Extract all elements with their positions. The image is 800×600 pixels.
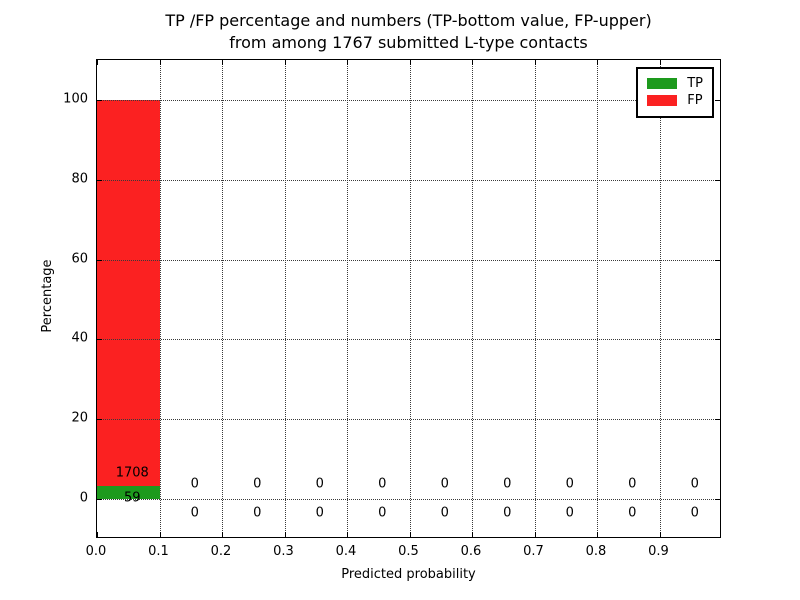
v-gridline (409, 60, 411, 537)
chart-title-line2: from among 1767 submitted L-type contact… (229, 33, 588, 52)
v-gridline (222, 60, 223, 537)
x-tick-label: 0.6 (460, 544, 482, 559)
y-axis-label: Percentage (40, 259, 55, 333)
h-gridline (97, 419, 720, 421)
h-gridline (97, 339, 720, 341)
legend-entry-fp: FP (647, 93, 703, 108)
fp-count-label: 0 (440, 476, 449, 492)
y-tickmark-right (715, 259, 720, 261)
tp-count-label: 0 (628, 505, 637, 521)
y-tick-label: 0 (79, 490, 88, 506)
x-tickmark-top (534, 60, 536, 65)
v-gridline (534, 60, 536, 537)
v-gridline (159, 60, 161, 537)
v-gridline (597, 60, 598, 537)
fp-count-label: 0 (503, 476, 512, 492)
fp-count-label: 0 (190, 476, 199, 492)
x-tickmark-bottom (409, 532, 411, 537)
legend-label: FP (687, 93, 703, 108)
x-tickmark-bottom (222, 532, 223, 537)
x-tickmark-top (597, 60, 598, 65)
tp-count-label: 0 (378, 505, 387, 521)
x-tickmark-top (409, 60, 411, 65)
x-tick-label: 0.1 (148, 544, 169, 559)
tp-count-label: 59 (123, 490, 141, 506)
bar-segment-fp (97, 99, 160, 486)
y-tick-label: 40 (71, 330, 88, 346)
tp-count-label: 0 (690, 505, 699, 521)
y-tickmark-left (97, 99, 102, 101)
y-tick-label: 60 (71, 251, 88, 267)
tp-count-label: 0 (253, 505, 262, 521)
chart-title: TP /FP percentage and numbers (TP-bottom… (96, 10, 721, 54)
v-gridline (472, 60, 473, 537)
fp-count-label: 0 (378, 476, 387, 492)
legend-swatch-fp (647, 95, 678, 106)
y-tickmark-right (715, 499, 720, 501)
x-tickmark-top (97, 60, 98, 65)
legend: TP FP (636, 67, 714, 118)
legend-swatch-tp (647, 78, 678, 89)
h-gridline (97, 99, 720, 101)
x-tickmark-bottom (284, 532, 286, 537)
x-tick-label: 0.9 (648, 544, 669, 559)
y-tickmark-right (715, 339, 720, 341)
x-tickmark-bottom (597, 532, 598, 537)
x-tickmark-bottom (97, 532, 98, 537)
fp-count-label: 0 (315, 476, 324, 492)
legend-entry-tp: TP (647, 76, 703, 91)
tp-count-label: 0 (190, 505, 199, 521)
bar-segment-tp (97, 485, 160, 500)
x-tickmark-bottom (347, 532, 348, 537)
h-gridline (97, 499, 720, 501)
x-tickmark-bottom (659, 532, 661, 537)
h-gridline (97, 179, 720, 181)
x-tickmark-bottom (534, 532, 536, 537)
y-tick-label: 80 (71, 171, 88, 187)
y-tickmark-left (97, 499, 102, 501)
y-tickmark-left (97, 419, 102, 421)
x-tickmark-top (284, 60, 286, 65)
tp-count-label: 0 (440, 505, 449, 521)
y-tickmark-left (97, 259, 102, 261)
tp-count-label: 0 (315, 505, 324, 521)
legend-label: TP (687, 76, 703, 91)
x-tickmark-bottom (159, 532, 161, 537)
fp-count-label: 0 (628, 476, 637, 492)
y-tickmark-left (97, 179, 102, 181)
x-tick-label: 0.8 (585, 544, 607, 559)
y-tickmark-right (715, 419, 720, 421)
plot-area: TP FP 1708 59 0 0 0 0 0 0 0 0 0 0 0 0 0 0 0 0 0 0 (96, 59, 721, 538)
y-tickmark-right (715, 179, 720, 181)
x-tickmark-top (222, 60, 223, 65)
x-tickmark-top (659, 60, 661, 65)
y-tick-label: 20 (71, 410, 88, 426)
tp-count-label: 0 (503, 505, 512, 521)
x-tick-label: 0.7 (523, 544, 544, 559)
tp-count-label: 0 (565, 505, 574, 521)
fp-count-label: 0 (565, 476, 574, 492)
v-gridline (284, 60, 286, 537)
x-axis-label: Predicted probability (341, 567, 476, 582)
x-tickmark-top (347, 60, 348, 65)
y-tickmark-left (97, 339, 102, 341)
x-tick-label: 0.2 (210, 544, 232, 559)
v-gridline (347, 60, 348, 537)
x-tick-label: 0.3 (273, 544, 294, 559)
x-tickmark-bottom (472, 532, 473, 537)
x-tick-label: 0.4 (335, 544, 357, 559)
x-tick-label: 0.5 (398, 544, 419, 559)
x-tick-label: 0.0 (85, 544, 107, 559)
x-tickmark-top (159, 60, 161, 65)
x-tickmark-top (472, 60, 473, 65)
fp-count-label: 1708 (115, 465, 149, 481)
y-tickmark-right (715, 99, 720, 101)
y-tick-label: 100 (63, 91, 88, 107)
v-gridline (659, 60, 661, 537)
fp-count-label: 0 (253, 476, 262, 492)
h-gridline (97, 259, 720, 261)
fp-count-label: 0 (690, 476, 699, 492)
chart-title-line1: TP /FP percentage and numbers (TP-bottom… (165, 11, 652, 30)
